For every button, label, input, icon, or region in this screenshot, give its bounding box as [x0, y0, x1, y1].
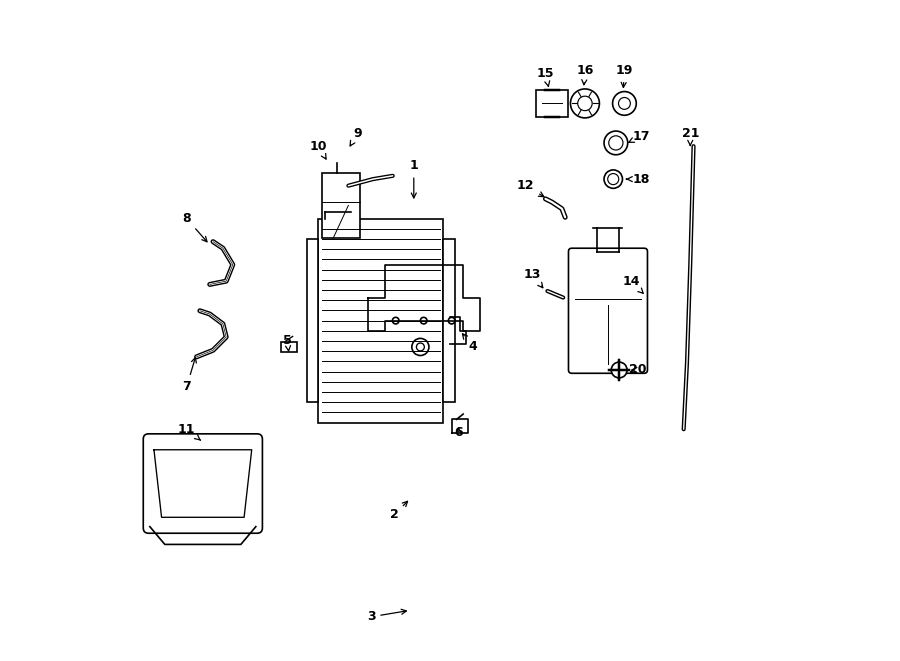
Circle shape [417, 343, 424, 351]
Text: 13: 13 [524, 268, 543, 288]
FancyBboxPatch shape [143, 434, 263, 533]
Circle shape [604, 170, 623, 188]
Circle shape [571, 89, 599, 118]
Bar [444, 239, 455, 403]
Text: 10: 10 [310, 139, 327, 159]
Text: 7: 7 [183, 358, 196, 393]
Text: 3: 3 [366, 609, 407, 623]
Bar [319, 219, 444, 422]
Circle shape [608, 136, 623, 150]
Circle shape [618, 97, 630, 109]
Text: 8: 8 [183, 212, 207, 242]
Circle shape [611, 362, 627, 378]
Text: 19: 19 [616, 64, 633, 87]
Text: 1: 1 [410, 159, 418, 198]
Circle shape [608, 174, 619, 184]
Text: 17: 17 [629, 130, 650, 143]
Circle shape [613, 92, 636, 115]
Text: 4: 4 [463, 334, 477, 354]
Circle shape [604, 131, 627, 155]
Circle shape [578, 96, 592, 110]
Text: 6: 6 [454, 426, 463, 439]
Text: 15: 15 [536, 67, 554, 87]
Circle shape [412, 338, 429, 356]
Bar [307, 239, 319, 403]
Text: 14: 14 [622, 274, 644, 293]
Text: 12: 12 [517, 179, 544, 197]
Bar [536, 91, 569, 116]
Text: 20: 20 [629, 364, 646, 377]
Text: 9: 9 [350, 126, 362, 146]
Text: 11: 11 [178, 423, 201, 440]
Bar [321, 173, 360, 239]
Text: 21: 21 [681, 126, 699, 145]
Text: 5: 5 [283, 334, 292, 351]
Text: 18: 18 [626, 173, 650, 186]
FancyBboxPatch shape [569, 249, 647, 373]
Text: 16: 16 [576, 64, 594, 85]
Text: 2: 2 [390, 501, 408, 522]
Bar [281, 342, 297, 352]
